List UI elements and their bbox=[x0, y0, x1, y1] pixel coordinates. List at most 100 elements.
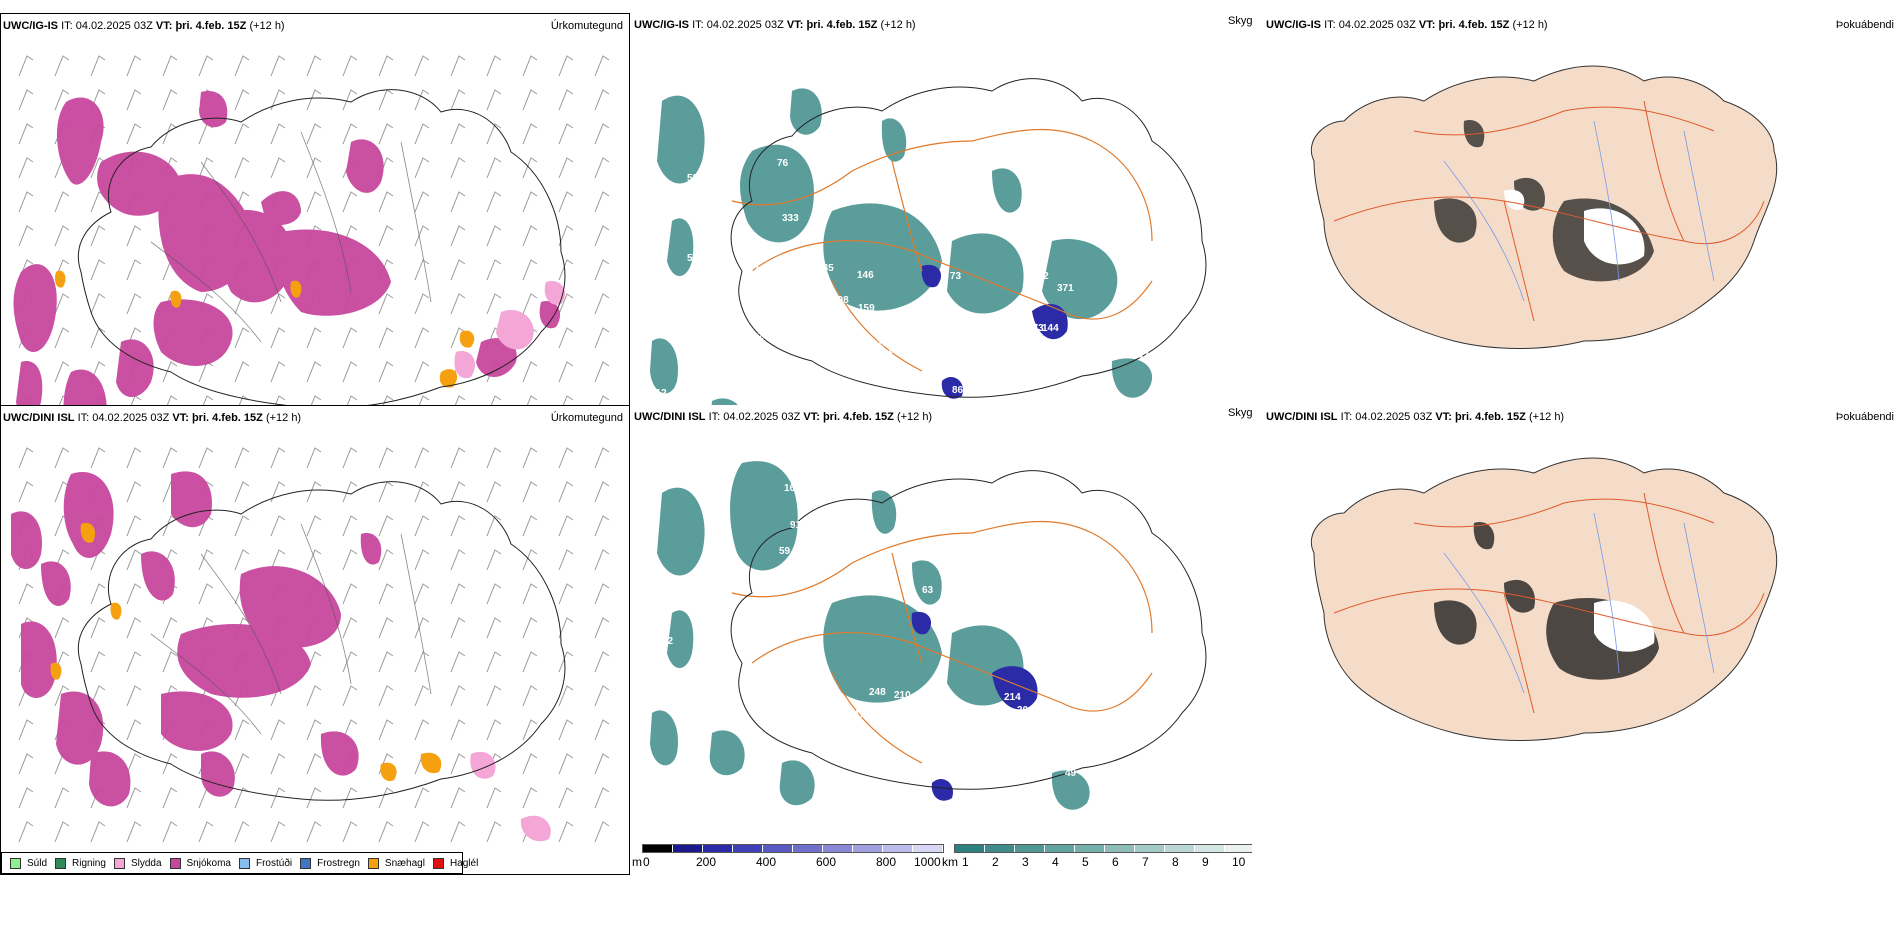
legend-item-drizzle: Súld bbox=[10, 857, 47, 869]
wind-barb bbox=[342, 191, 358, 213]
wind-barb bbox=[450, 549, 466, 571]
wind-barb bbox=[162, 123, 178, 145]
visibility-blue-areas bbox=[921, 264, 1068, 399]
wind-barb bbox=[54, 821, 70, 843]
visibility-value-label: 885 bbox=[817, 263, 834, 274]
visibility-value-label: 371 bbox=[1057, 283, 1074, 294]
wind-barb bbox=[558, 89, 574, 111]
wind-barb bbox=[126, 719, 142, 741]
wind-barb bbox=[414, 327, 430, 349]
snow-areas bbox=[11, 471, 382, 807]
wind-barb bbox=[342, 447, 358, 469]
wind-barb bbox=[378, 617, 394, 639]
wind-barb bbox=[558, 787, 574, 809]
wind-barb bbox=[126, 583, 142, 605]
wind-barb bbox=[378, 583, 394, 605]
wind-barb bbox=[486, 821, 502, 843]
wind-barb bbox=[522, 753, 538, 775]
visibility-value-label: 59 bbox=[687, 253, 699, 264]
wind-barb bbox=[54, 89, 70, 111]
km-tick: 9 bbox=[1202, 855, 1209, 869]
wind-barb bbox=[54, 447, 70, 469]
visibility-value-label: 900 bbox=[874, 823, 891, 834]
precip-type-legend: Súld Rigning Slydda Snjókoma Frostúði Fr… bbox=[1, 852, 478, 874]
wind-barb bbox=[234, 361, 250, 383]
visibility-value-label: 192 bbox=[877, 338, 894, 349]
wind-barb bbox=[450, 481, 466, 503]
wind-barb bbox=[378, 327, 394, 349]
wind-barb bbox=[18, 89, 34, 111]
km-tick: 10 bbox=[1232, 855, 1246, 869]
wind-barb bbox=[450, 719, 466, 741]
swatch bbox=[432, 857, 444, 869]
wind-barb bbox=[486, 719, 502, 741]
wind-barb bbox=[342, 361, 358, 383]
visibility-value-label: 40 bbox=[897, 325, 909, 336]
wind-barb bbox=[198, 55, 214, 77]
visibility-value-label: 25 bbox=[758, 331, 770, 342]
wind-barb bbox=[486, 225, 502, 247]
roads bbox=[731, 520, 1153, 764]
iceland-land bbox=[1310, 457, 1778, 741]
wind-barb bbox=[270, 123, 286, 145]
wind-barb bbox=[450, 617, 466, 639]
legend-item-freezing-rain: Frostregn bbox=[300, 857, 360, 869]
wind-barb bbox=[522, 719, 538, 741]
wind-barb bbox=[234, 55, 250, 77]
wind-barb bbox=[414, 361, 430, 383]
wind-barb bbox=[270, 821, 286, 843]
wind-barb bbox=[126, 685, 142, 707]
wind-barb bbox=[450, 157, 466, 179]
wind-barb bbox=[522, 123, 538, 145]
visibility-value-label: 76 bbox=[777, 158, 789, 169]
wind-barb bbox=[522, 481, 538, 503]
wind-barb bbox=[486, 685, 502, 707]
wind-barb bbox=[54, 617, 70, 639]
wind-barb bbox=[306, 685, 322, 707]
sleet-areas bbox=[454, 281, 566, 379]
wind-barb bbox=[378, 651, 394, 673]
wind-barb bbox=[54, 327, 70, 349]
wind-barb bbox=[342, 481, 358, 503]
wind-barb bbox=[18, 753, 34, 775]
wind-barb bbox=[198, 447, 214, 469]
wind-barb bbox=[18, 447, 34, 469]
wind-barb bbox=[558, 549, 574, 571]
wind-barb bbox=[198, 123, 214, 145]
wind-barb bbox=[522, 787, 538, 809]
wind-barb bbox=[486, 191, 502, 213]
wind-barb bbox=[54, 787, 70, 809]
fog-panel-2: UWC/DINI ISL IT: 04.02.2025 03Z VT: þri.… bbox=[1264, 405, 1900, 875]
wind-barb bbox=[450, 821, 466, 843]
wind-barb bbox=[450, 685, 466, 707]
wind-barb bbox=[414, 89, 430, 111]
swatch bbox=[113, 857, 125, 869]
wind-barb bbox=[486, 123, 502, 145]
wind-barb bbox=[234, 515, 250, 537]
wind-barb bbox=[234, 753, 250, 775]
wind-barb bbox=[594, 293, 610, 315]
wind-barb bbox=[342, 787, 358, 809]
visibility-value-label: 256 bbox=[852, 743, 869, 754]
wind-barb bbox=[450, 191, 466, 213]
wind-barb bbox=[342, 685, 358, 707]
visibility-value-label: 248 bbox=[869, 687, 886, 698]
wind-barb bbox=[90, 685, 106, 707]
wind-barb bbox=[594, 787, 610, 809]
wind-barb bbox=[594, 157, 610, 179]
visibility-value-label: 412 bbox=[1032, 271, 1049, 282]
wind-barb bbox=[558, 719, 574, 741]
wind-barb bbox=[594, 361, 610, 383]
wind-barb bbox=[306, 361, 322, 383]
wind-barb bbox=[486, 55, 502, 77]
wind-barb bbox=[414, 583, 430, 605]
visibility-panel-2: UWC/DINI ISL IT: 04.02.2025 03Z VT: þri.… bbox=[632, 405, 1252, 875]
wind-barb bbox=[342, 719, 358, 741]
panel-header: UWC/DINI ISL IT: 04.02.2025 03Z VT: þri.… bbox=[634, 411, 933, 423]
wind-barb bbox=[414, 481, 430, 503]
wind-barb bbox=[594, 225, 610, 247]
wind-barb bbox=[558, 753, 574, 775]
swatch bbox=[10, 857, 21, 869]
visibility-value-label: 913 bbox=[790, 520, 807, 531]
wind-barb bbox=[594, 583, 610, 605]
